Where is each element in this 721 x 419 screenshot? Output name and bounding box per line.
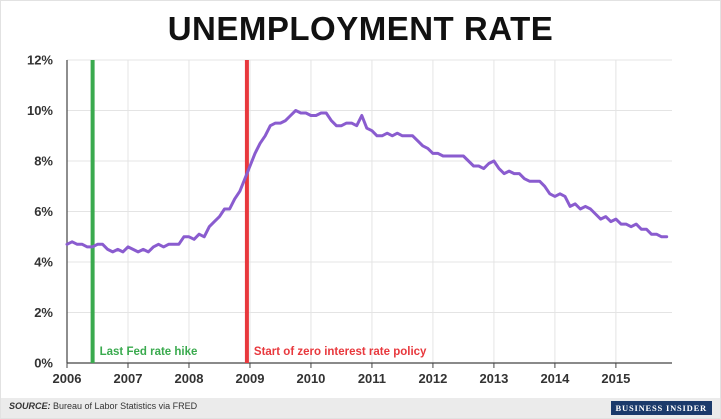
- source-line: SOURCE: Bureau of Labor Statistics via F…: [9, 401, 197, 411]
- source-text: Bureau of Labor Statistics via FRED: [50, 401, 198, 411]
- chart-title: UNEMPLOYMENT RATE: [167, 10, 554, 47]
- x-tick-label: 2006: [53, 371, 82, 386]
- x-tick-label: 2015: [601, 371, 630, 386]
- annotation-label: Last Fed rate hike: [100, 346, 198, 358]
- annotation-label: Start of zero interest rate policy: [254, 346, 427, 358]
- y-tick-label: 10%: [27, 103, 53, 118]
- y-tick-label: 8%: [34, 154, 53, 169]
- y-tick-label: 4%: [34, 255, 53, 270]
- x-tick-label: 2012: [418, 371, 447, 386]
- source-label: SOURCE:: [9, 401, 51, 411]
- x-tick-label: 2008: [175, 371, 204, 386]
- y-tick-label: 0%: [34, 356, 53, 371]
- x-tick-label: 2007: [114, 371, 143, 386]
- footer-bar: SOURCE: Bureau of Labor Statistics via F…: [1, 398, 720, 418]
- brand-logo: BUSINESS INSIDER: [610, 401, 712, 415]
- x-tick-label: 2011: [358, 371, 386, 386]
- x-tick-label: 2009: [236, 371, 265, 386]
- y-tick-label: 6%: [34, 204, 53, 219]
- series-line: [65, 109, 669, 254]
- x-tick-label: 2010: [296, 371, 325, 386]
- x-tick-label: 2014: [540, 371, 570, 386]
- y-tick-label: 12%: [27, 53, 53, 68]
- x-tick-label: 2013: [479, 371, 508, 386]
- y-tick-label: 2%: [34, 305, 53, 320]
